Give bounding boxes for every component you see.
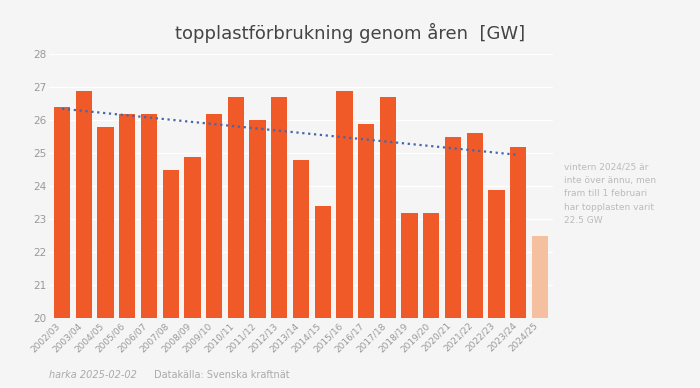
Bar xyxy=(76,90,92,318)
Bar xyxy=(184,156,200,318)
Text: vintern 2024/25 är
inte över ännu, men
fram till 1 februari
har topplasten varit: vintern 2024/25 är inte över ännu, men f… xyxy=(564,163,657,225)
Bar xyxy=(402,213,418,318)
Bar xyxy=(467,133,483,318)
Bar xyxy=(379,97,396,318)
Bar xyxy=(424,213,440,318)
Bar xyxy=(271,97,288,318)
Bar xyxy=(119,114,135,318)
Bar xyxy=(510,147,526,318)
Bar xyxy=(314,206,331,318)
Bar xyxy=(249,120,266,318)
Bar xyxy=(358,123,374,318)
Text: Datakälla: Svenska kraftnät: Datakälla: Svenska kraftnät xyxy=(154,370,290,380)
Bar xyxy=(97,127,113,318)
Bar xyxy=(293,160,309,318)
Bar xyxy=(445,137,461,318)
Bar xyxy=(489,190,505,318)
Text: topplastförbrukning genom åren  [GW]: topplastförbrukning genom åren [GW] xyxy=(175,23,525,43)
Bar xyxy=(206,114,223,318)
Bar xyxy=(141,114,157,318)
Bar xyxy=(228,97,244,318)
Bar xyxy=(54,107,70,318)
Bar xyxy=(162,170,178,318)
Text: harka 2025-02-02: harka 2025-02-02 xyxy=(49,370,137,380)
Bar xyxy=(336,90,353,318)
Bar xyxy=(532,236,548,318)
